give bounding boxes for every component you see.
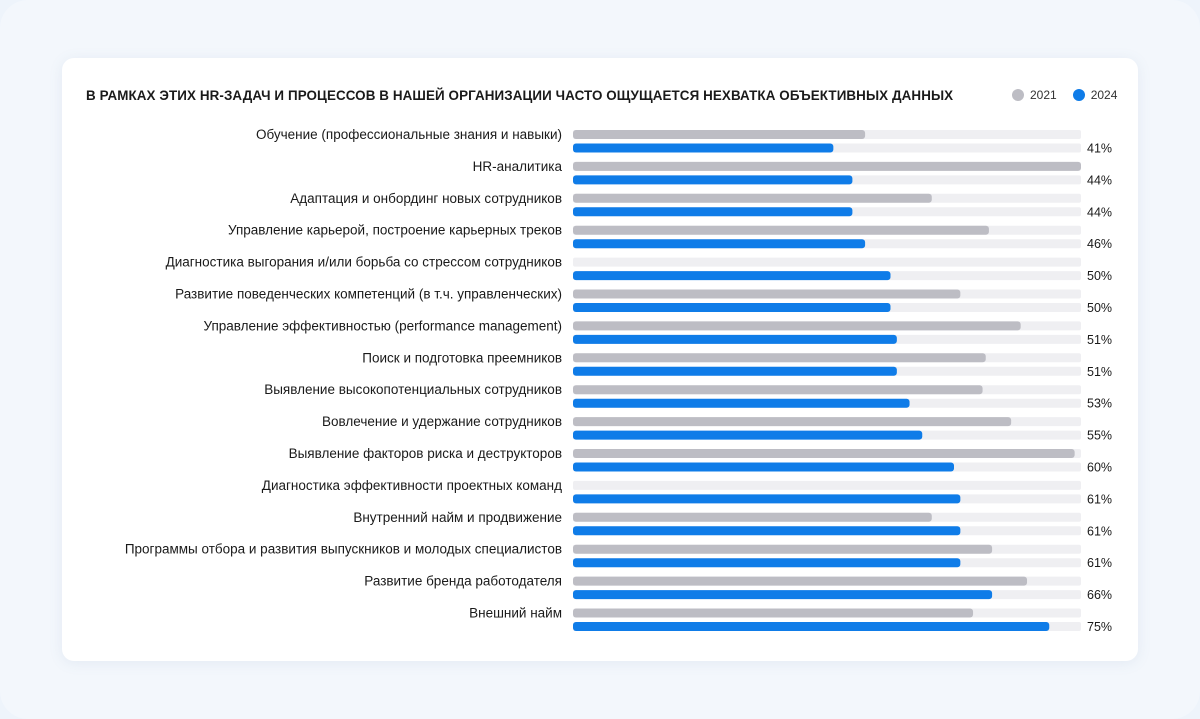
category-label: Адаптация и онбординг новых сотрудников — [290, 191, 562, 206]
category-label: Внутренний найм и продвижение — [353, 510, 562, 525]
value-label: 60% — [1087, 461, 1112, 475]
bar-2021 — [573, 544, 993, 554]
legend-label-2024: 2024 — [1090, 88, 1118, 102]
category-label: Управление карьерой, построение карьерны… — [228, 223, 562, 238]
value-label: 41% — [1087, 142, 1112, 156]
category-label: Программы отбора и развития выпускников … — [125, 542, 562, 557]
category-label: Диагностика выгорания и/или борьба со ст… — [166, 255, 562, 270]
category-label: Развитие поведенческих компетенций (в т.… — [175, 287, 562, 302]
value-label: 61% — [1087, 556, 1112, 570]
value-label: 50% — [1087, 301, 1112, 315]
track-2021 — [573, 257, 1081, 267]
track-2021 — [573, 480, 1081, 490]
legend-item-2021: 2021 — [1012, 88, 1057, 102]
category-label: Внешний найм — [469, 606, 562, 621]
value-label: 46% — [1087, 237, 1112, 251]
bar-2024 — [573, 366, 897, 376]
value-label: 51% — [1087, 333, 1112, 347]
value-label: 75% — [1087, 620, 1112, 634]
bar-2024 — [573, 334, 897, 344]
category-label: Поиск и подготовка преемников — [362, 350, 562, 365]
value-label: 55% — [1087, 429, 1112, 443]
legend-dot-2021 — [1012, 89, 1024, 101]
category-label: Развитие бренда работодателя — [364, 574, 562, 589]
bar-2024 — [573, 590, 993, 600]
category-label: Диагностика эффективности проектных кома… — [262, 478, 562, 493]
legend-label-2021: 2021 — [1030, 88, 1057, 102]
legend-item-2024: 2024 — [1072, 88, 1118, 102]
bar-2021 — [573, 608, 974, 618]
bar-2021 — [573, 289, 961, 299]
bar-2021 — [573, 385, 983, 395]
category-label: Управление эффективностью (performance m… — [204, 318, 563, 333]
bar-2021 — [573, 353, 986, 363]
bar-2021 — [573, 161, 1081, 171]
value-label: 44% — [1087, 173, 1112, 187]
bar-2021 — [573, 225, 989, 235]
bar-2024 — [573, 239, 866, 249]
bar-2021 — [573, 130, 866, 139]
value-label: 51% — [1087, 365, 1112, 379]
bar-2024 — [573, 207, 853, 217]
bar-2024 — [573, 494, 961, 504]
bar-2024 — [573, 143, 834, 153]
bar-2021 — [573, 321, 1021, 331]
value-label: 53% — [1087, 397, 1112, 411]
bar-2024 — [573, 398, 910, 408]
legend-dot-2024 — [1072, 89, 1085, 101]
bar-2021 — [573, 449, 1075, 458]
bar-2021 — [573, 193, 932, 203]
value-label: 61% — [1087, 492, 1112, 506]
category-label: HR-аналитика — [473, 159, 563, 174]
category-label: Вовлечение и удержание сотрудников — [322, 414, 562, 429]
value-label: 61% — [1087, 524, 1112, 538]
bar-2024 — [573, 303, 891, 312]
category-label: Обучение (профессиональные знания и навы… — [256, 127, 562, 142]
value-label: 66% — [1087, 588, 1112, 602]
chart-legend: 2021 2024 — [1012, 88, 1127, 102]
bar-2024 — [573, 526, 961, 536]
value-label: 50% — [1087, 269, 1112, 283]
bar-2024 — [573, 558, 961, 568]
bar-2024 — [573, 175, 853, 185]
bar-2024 — [573, 271, 891, 281]
value-label: 44% — [1087, 205, 1112, 219]
bar-2021 — [573, 576, 1028, 586]
bar-2024 — [573, 430, 923, 440]
bar-2021 — [573, 512, 932, 522]
chart-title: В РАМКАХ ЭТИХ HR-ЗАДАЧ И ПРОЦЕССОВ В НАШ… — [86, 88, 954, 103]
category-label: Выявление высокопотенциальных сотруднико… — [264, 382, 562, 397]
bar-2021 — [573, 417, 1012, 427]
bar-2024 — [573, 622, 1050, 631]
category-label: Выявление факторов риска и деструкторов — [289, 446, 562, 461]
bar-2024 — [573, 462, 954, 472]
